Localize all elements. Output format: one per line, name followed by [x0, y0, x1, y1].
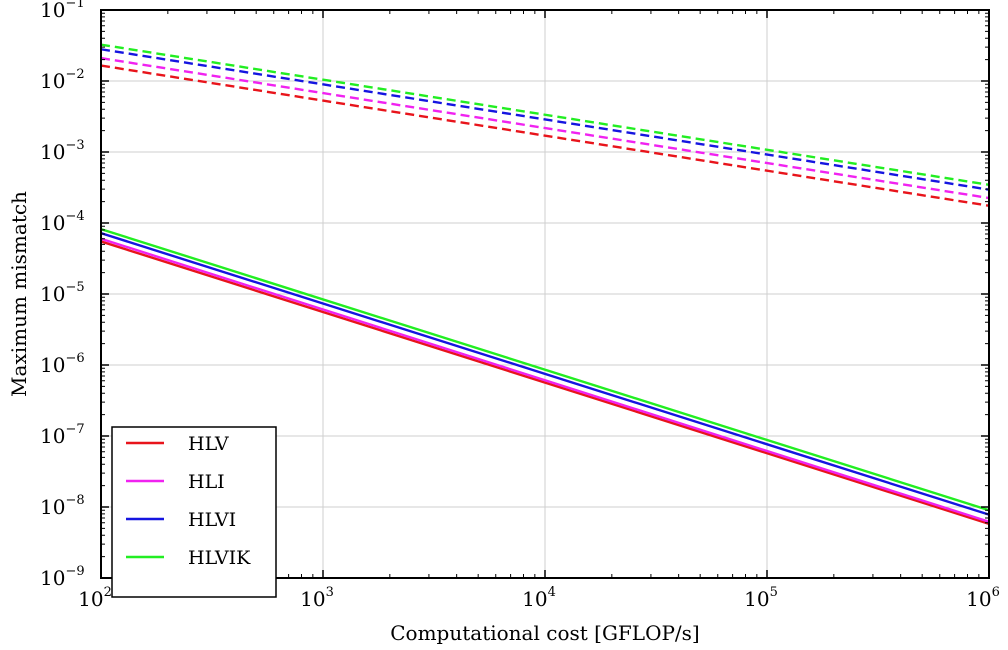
- y-tick-label: 10−2: [40, 67, 85, 93]
- y-tick-label: 10−3: [40, 138, 85, 164]
- x-tick-label: 103: [300, 585, 334, 611]
- legend-label: HLVI: [188, 509, 236, 531]
- series-line: [100, 237, 990, 523]
- plot-frame: [100, 9, 990, 579]
- y-tick-label: 10−8: [40, 493, 85, 519]
- y-tick-label: 10−9: [40, 564, 85, 590]
- series-line-dashed: [100, 56, 990, 200]
- y-tick-label: 10−5: [40, 280, 85, 306]
- legend-label: HLI: [188, 471, 225, 493]
- series-line-dashed: [100, 64, 990, 207]
- legend-label: HLVIK: [188, 547, 251, 569]
- x-tick-label: 105: [744, 585, 778, 611]
- x-tick-label: 106: [966, 585, 1000, 611]
- legend-box: [111, 426, 277, 598]
- series-line: [100, 227, 990, 512]
- y-tick-label: 10−1: [40, 0, 85, 22]
- y-axis-label: Maximum mismatch: [7, 191, 31, 397]
- y-tick-label: 10−7: [40, 422, 85, 448]
- x-tick-label: 102: [78, 585, 112, 611]
- x-tick-label: 104: [522, 585, 556, 611]
- y-tick-label: 10−4: [40, 209, 85, 235]
- series-layer: [100, 43, 990, 525]
- x-axis-label: Computational cost [GFLOP/s]: [390, 621, 699, 645]
- legend-label: HLV: [188, 433, 229, 455]
- series-line-dashed: [100, 43, 990, 186]
- series-line: [100, 240, 990, 525]
- y-tick-label: 10−6: [40, 351, 85, 377]
- legend: HLV HLI HLVI HLVIK: [111, 426, 277, 598]
- series-line-dashed: [100, 48, 990, 191]
- series-line: [100, 231, 990, 516]
